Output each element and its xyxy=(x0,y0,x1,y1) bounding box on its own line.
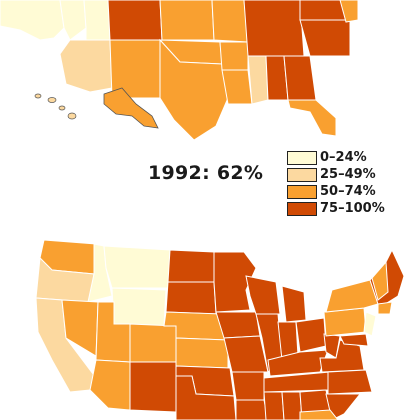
region-florida xyxy=(287,99,337,137)
region-arizona-lower xyxy=(89,359,131,411)
region-new-jersey xyxy=(363,311,377,337)
region-carolinas-lower xyxy=(327,369,373,395)
region-southeast-upper xyxy=(243,0,305,57)
legend-item: 0–24% xyxy=(287,150,417,167)
region-arkansas-lower xyxy=(231,371,265,401)
region-mississippi xyxy=(247,55,269,105)
region-colorado-lower xyxy=(129,323,177,363)
region-carolinas xyxy=(299,19,351,57)
region-florida-lower xyxy=(299,409,339,420)
region-virginia xyxy=(319,339,365,373)
legend-swatch xyxy=(287,151,317,165)
region-texas xyxy=(159,38,229,141)
region-virginia-east xyxy=(339,0,359,23)
region-montana xyxy=(103,245,171,289)
region-new-mexico-lower xyxy=(129,361,177,413)
legend-item: 75–100% xyxy=(287,201,417,218)
lower-map xyxy=(35,239,405,420)
legend-item: 25–49% xyxy=(287,167,417,184)
region-hawaii-upper xyxy=(34,93,77,120)
region-louisiana-lower xyxy=(235,399,269,420)
legend-label: 50–74% xyxy=(320,184,376,199)
region-north-dakota xyxy=(167,249,215,283)
region-michigan xyxy=(281,285,307,323)
region-alaska-upper xyxy=(103,87,159,129)
legend-swatch xyxy=(287,168,317,182)
region-minnesota xyxy=(213,251,257,313)
region-arkansas xyxy=(219,41,249,71)
year-headline: 1992: 62% xyxy=(148,162,264,184)
region-utah xyxy=(83,0,111,41)
region-alabama-lower xyxy=(281,391,303,420)
region-west-coast xyxy=(0,0,65,41)
region-mississippi-lower xyxy=(263,391,285,420)
legend: 0–24% 25–49% 50–74% 75–100% xyxy=(287,150,417,218)
region-nevada xyxy=(59,0,87,41)
region-kansas-lower xyxy=(175,337,229,369)
region-missouri xyxy=(211,0,249,43)
region-wisconsin xyxy=(245,275,281,315)
legend-item: 50–74% xyxy=(287,184,417,201)
region-ohio xyxy=(295,317,327,353)
region-new-york xyxy=(325,279,379,313)
region-ri-ct xyxy=(377,301,393,315)
region-missouri-lower xyxy=(223,335,269,373)
legend-label: 0–24% xyxy=(320,150,367,165)
legend-label: 75–100% xyxy=(320,201,385,216)
region-iowa xyxy=(215,311,261,339)
region-wyoming xyxy=(111,287,167,327)
region-kansas xyxy=(159,0,215,41)
region-arizona xyxy=(59,39,113,93)
region-vermont-nh xyxy=(371,260,389,301)
region-colorado xyxy=(107,0,163,41)
legend-swatch xyxy=(287,202,317,216)
region-maryland xyxy=(339,333,369,347)
legend-swatch xyxy=(287,185,317,199)
upper-map xyxy=(0,0,359,141)
region-south-dakota xyxy=(165,281,217,315)
legend-label: 25–49% xyxy=(320,167,376,182)
region-georgia xyxy=(283,55,317,101)
region-pennsylvania xyxy=(323,307,367,337)
region-texas-lower xyxy=(175,375,237,420)
